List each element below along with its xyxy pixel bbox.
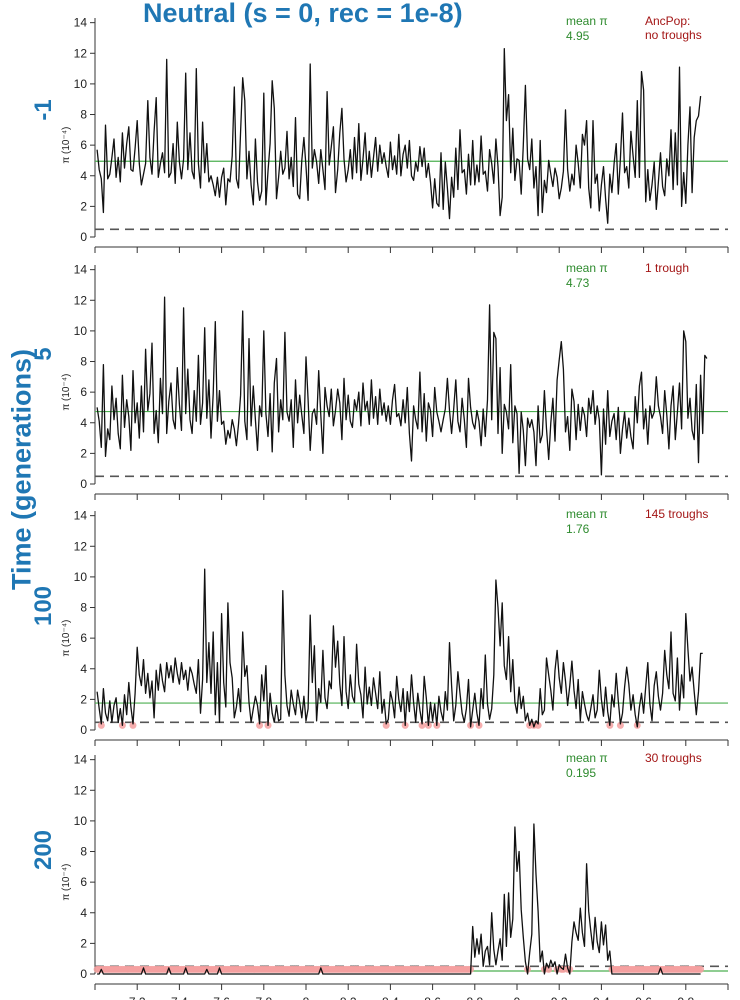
x-tick-label-7: 8.6 — [424, 995, 441, 1000]
y-tick-label-2-7: 14 — [74, 509, 88, 523]
y-axis-label-3: π (10⁻⁴) — [61, 864, 72, 901]
mean-value-1: 4.73 — [566, 276, 590, 290]
mean-label-2: mean π — [566, 507, 608, 521]
y-tick-label-0-6: 12 — [74, 46, 88, 60]
y-tick-label-0-3: 6 — [80, 138, 87, 152]
x-tick-label-6: 8.4 — [382, 995, 399, 1000]
y-tick-label-2-3: 6 — [80, 631, 87, 645]
y-tick-label-1-0: 0 — [80, 477, 87, 491]
y-tick-label-1-6: 12 — [74, 293, 88, 307]
trough-marker-2-17 — [129, 721, 137, 729]
chart-title: Neutral (s = 0, rec = 1e-8) — [143, 0, 463, 28]
y-tick-label-0-4: 8 — [80, 108, 87, 122]
mean-label-0: mean π — [566, 14, 608, 28]
y-axis-label-0: π (10⁻⁴) — [61, 127, 72, 164]
y-tick-label-2-4: 8 — [80, 601, 87, 615]
series-line-1 — [96, 296, 708, 476]
trough-label-1-0: 1 trough — [645, 261, 689, 275]
y-tick-label-3-7: 14 — [74, 753, 88, 767]
y-tick-label-0-7: 14 — [74, 16, 88, 30]
x-tick-label-12: 9.6 — [635, 995, 652, 1000]
series-line-0 — [96, 48, 702, 224]
y-tick-label-1-7: 14 — [74, 263, 88, 277]
trough-marker-2-2 — [97, 721, 105, 729]
y-tick-label-3-4: 8 — [80, 845, 87, 859]
y-tick-label-3-3: 6 — [80, 875, 87, 889]
trough-marker-2-137 — [382, 721, 390, 729]
y-tick-label-0-5: 10 — [74, 77, 88, 91]
trough-label-2-0: 145 troughs — [645, 507, 708, 521]
trough-marker-2-154 — [418, 721, 426, 729]
y-tick-label-0-2: 4 — [80, 169, 87, 183]
y-axis-label-2: π (10⁻⁴) — [61, 620, 72, 657]
panel-2: 0 2 4 6 8 10 12 14 π (10⁻⁴) mean π1.76 145 troughs — [61, 507, 729, 746]
y-tick-label-2-2: 4 — [80, 662, 87, 676]
x-tick-label-1: 7.4 — [171, 995, 188, 1000]
y-tick-label-2-5: 10 — [74, 570, 88, 584]
y-tick-label-2-6: 12 — [74, 539, 88, 553]
mean-value-0: 4.95 — [566, 29, 590, 43]
mean-label-1: mean π — [566, 261, 608, 275]
mean-value-2: 1.76 — [566, 522, 590, 536]
trough-marker-3-286 — [697, 965, 705, 973]
y-tick-label-1-2: 4 — [80, 416, 87, 430]
y-tick-label-3-1: 2 — [80, 936, 87, 950]
series-line-2 — [96, 568, 703, 728]
y-tick-label-1-3: 6 — [80, 385, 87, 399]
y-tick-label-2-1: 2 — [80, 692, 87, 706]
x-tick-label-3: 7.8 — [255, 995, 272, 1000]
y-tick-label-0-0: 0 — [80, 230, 87, 244]
mean-label-3: mean π — [566, 751, 608, 765]
series-line-3 — [97, 823, 701, 975]
y-tick-label-3-0: 0 — [80, 967, 87, 981]
trough-marker-2-209 — [534, 721, 542, 729]
y-tick-label-3-6: 12 — [74, 783, 88, 797]
y-tick-label-1-4: 8 — [80, 355, 87, 369]
panel-1: 0 2 4 6 8 10 12 14 π (10⁻⁴) mean π4.73 1 trough — [61, 261, 729, 500]
trough-marker-2-77 — [256, 721, 264, 729]
trough-label-3-0: 30 troughs — [645, 751, 702, 765]
x-tick-label-13: 9.8 — [677, 995, 694, 1000]
y-tick-label-3-2: 4 — [80, 906, 87, 920]
panel-0: 0 2 4 6 8 10 12 14 π (10⁻⁴) mean π4.95 AncPop:no t… — [61, 14, 729, 253]
y-tick-label-1-1: 2 — [80, 446, 87, 460]
y-tick-label-2-0: 0 — [80, 723, 87, 737]
trough-label-0-1: no troughs — [645, 28, 702, 42]
trough-marker-2-248 — [616, 721, 624, 729]
mean-value-3: 0.195 — [566, 766, 596, 780]
y-tick-label-1-5: 10 — [74, 324, 88, 338]
x-tick-label-4: 8 — [303, 995, 310, 1000]
panel-3: 0 2 4 6 8 10 12 14 π (10⁻⁴) mean π0.195 30 troughs… — [61, 751, 729, 1000]
x-tick-label-0: 7.2 — [129, 995, 146, 1000]
y-axis-label-1: π (10⁻⁴) — [61, 374, 72, 411]
x-tick-label-10: 9.2 — [551, 995, 568, 1000]
y-tick-label-0-1: 2 — [80, 199, 87, 213]
trough-marker-3-214 — [545, 965, 553, 973]
x-tick-label-2: 7.6 — [213, 995, 230, 1000]
x-tick-label-9: 9 — [514, 995, 521, 1000]
x-tick-label-5: 8.2 — [340, 995, 357, 1000]
trough-label-0-0: AncPop: — [645, 14, 690, 28]
y-tick-label-3-5: 10 — [74, 814, 88, 828]
x-tick-label-11: 9.4 — [593, 995, 610, 1000]
x-tick-label-8: 8.8 — [466, 995, 483, 1000]
